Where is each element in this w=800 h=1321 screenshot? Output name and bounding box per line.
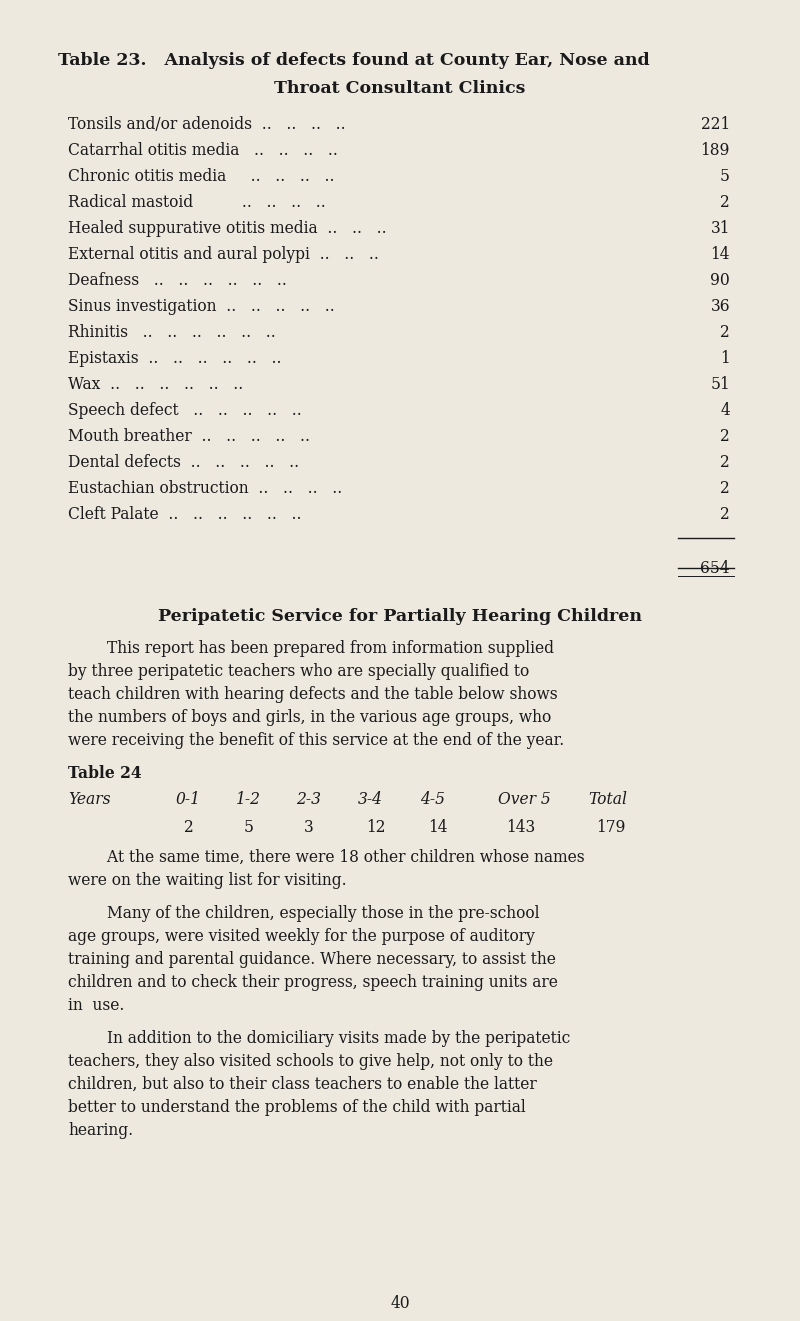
Text: Speech defect   ..   ..   ..   ..   ..: Speech defect .. .. .. .. .. — [68, 402, 311, 419]
Text: Table 23.   Analysis of defects found at County Ear, Nose and: Table 23. Analysis of defects found at C… — [58, 52, 650, 69]
Text: better to understand the problems of the child with partial: better to understand the problems of the… — [68, 1099, 526, 1116]
Text: 654: 654 — [700, 560, 730, 577]
Text: Chronic otitis media     ..   ..   ..   ..: Chronic otitis media .. .. .. .. — [68, 168, 344, 185]
Text: 179: 179 — [596, 819, 626, 836]
Text: Catarrhal otitis media   ..   ..   ..   ..: Catarrhal otitis media .. .. .. .. — [68, 141, 348, 159]
Text: 5: 5 — [244, 819, 254, 836]
Text: 12: 12 — [366, 819, 386, 836]
Text: Mouth breather  ..   ..   ..   ..   ..: Mouth breather .. .. .. .. .. — [68, 428, 320, 445]
Text: 189: 189 — [701, 141, 730, 159]
Text: Radical mastoid          ..   ..   ..   ..: Radical mastoid .. .. .. .. — [68, 194, 335, 211]
Text: Throat Consultant Clinics: Throat Consultant Clinics — [274, 81, 526, 96]
Text: 2: 2 — [720, 324, 730, 341]
Text: 31: 31 — [710, 221, 730, 236]
Text: were receiving the benefit of this service at the end of the year.: were receiving the benefit of this servi… — [68, 732, 564, 749]
Text: 40: 40 — [390, 1295, 410, 1312]
Text: 143: 143 — [506, 819, 535, 836]
Text: Peripatetic Service for Partially Hearing Children: Peripatetic Service for Partially Hearin… — [158, 608, 642, 625]
Text: 2: 2 — [720, 506, 730, 523]
Text: were on the waiting list for visiting.: were on the waiting list for visiting. — [68, 872, 346, 889]
Text: in  use.: in use. — [68, 997, 124, 1015]
Text: 51: 51 — [710, 376, 730, 394]
Text: Table 24: Table 24 — [68, 765, 142, 782]
Text: 4-5: 4-5 — [420, 791, 445, 808]
Text: 36: 36 — [710, 299, 730, 314]
Text: 1-2: 1-2 — [236, 791, 261, 808]
Text: training and parental guidance. Where necessary, to assist the: training and parental guidance. Where ne… — [68, 951, 556, 968]
Text: 2: 2 — [720, 480, 730, 497]
Text: Deafness   ..   ..   ..   ..   ..   ..: Deafness .. .. .. .. .. .. — [68, 272, 297, 289]
Text: 3: 3 — [304, 819, 314, 836]
Text: Tonsils and/or adenoids  ..   ..   ..   ..: Tonsils and/or adenoids .. .. .. .. — [68, 116, 355, 133]
Text: children, but also to their class teachers to enable the latter: children, but also to their class teache… — [68, 1077, 537, 1092]
Text: 2: 2 — [720, 428, 730, 445]
Text: Epistaxis  ..   ..   ..   ..   ..   ..: Epistaxis .. .. .. .. .. .. — [68, 350, 291, 367]
Text: External otitis and aural polypi  ..   ..   ..: External otitis and aural polypi .. .. .… — [68, 246, 389, 263]
Text: 2-3: 2-3 — [296, 791, 321, 808]
Text: Many of the children, especially those in the pre-school: Many of the children, especially those i… — [68, 905, 539, 922]
Text: 0-1: 0-1 — [176, 791, 201, 808]
Text: Cleft Palate  ..   ..   ..   ..   ..   ..: Cleft Palate .. .. .. .. .. .. — [68, 506, 311, 523]
Text: the numbers of boys and girls, in the various age groups, who: the numbers of boys and girls, in the va… — [68, 709, 551, 727]
Text: In addition to the domiciliary visits made by the peripatetic: In addition to the domiciliary visits ma… — [68, 1030, 570, 1048]
Text: 4: 4 — [720, 402, 730, 419]
Text: 221: 221 — [701, 116, 730, 133]
Text: 14: 14 — [710, 246, 730, 263]
Text: 2: 2 — [184, 819, 194, 836]
Text: Eustachian obstruction  ..   ..   ..   ..: Eustachian obstruction .. .. .. .. — [68, 480, 352, 497]
Text: Years: Years — [68, 791, 110, 808]
Text: Over 5: Over 5 — [498, 791, 550, 808]
Text: children and to check their progress, speech training units are: children and to check their progress, sp… — [68, 974, 558, 991]
Text: At the same time, there were 18 other children whose names: At the same time, there were 18 other ch… — [68, 849, 585, 867]
Text: 14: 14 — [428, 819, 447, 836]
Text: teach children with hearing defects and the table below shows: teach children with hearing defects and … — [68, 686, 558, 703]
Text: Rhinitis   ..   ..   ..   ..   ..   ..: Rhinitis .. .. .. .. .. .. — [68, 324, 286, 341]
Text: This report has been prepared from information supplied: This report has been prepared from infor… — [68, 639, 554, 657]
Text: teachers, they also visited schools to give help, not only to the: teachers, they also visited schools to g… — [68, 1053, 553, 1070]
Text: Healed suppurative otitis media  ..   ..   ..: Healed suppurative otitis media .. .. .. — [68, 221, 396, 236]
Text: Sinus investigation  ..   ..   ..   ..   ..: Sinus investigation .. .. .. .. .. — [68, 299, 345, 314]
Text: Total: Total — [588, 791, 627, 808]
Text: by three peripatetic teachers who are specially qualified to: by three peripatetic teachers who are sp… — [68, 663, 530, 680]
Text: age groups, were visited weekly for the purpose of auditory: age groups, were visited weekly for the … — [68, 927, 535, 945]
Text: 2: 2 — [720, 194, 730, 211]
Text: 1: 1 — [720, 350, 730, 367]
Text: 3-4: 3-4 — [358, 791, 383, 808]
Text: Dental defects  ..   ..   ..   ..   ..: Dental defects .. .. .. .. .. — [68, 454, 309, 472]
Text: 5: 5 — [720, 168, 730, 185]
Text: hearing.: hearing. — [68, 1122, 133, 1139]
Text: Wax  ..   ..   ..   ..   ..   ..: Wax .. .. .. .. .. .. — [68, 376, 253, 394]
Text: 90: 90 — [710, 272, 730, 289]
Text: 2: 2 — [720, 454, 730, 472]
